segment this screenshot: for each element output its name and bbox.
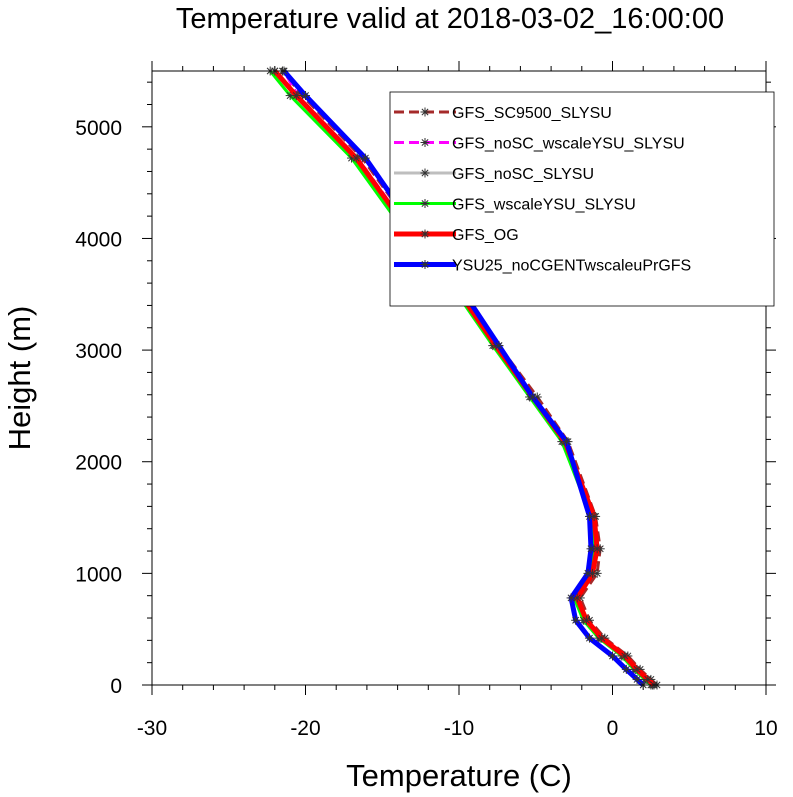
- x-tick-label: -20: [290, 717, 320, 740]
- y-tick-label: 2000: [75, 452, 122, 475]
- x-tick-label: 10: [754, 717, 777, 740]
- chart-title: Temperature valid at 2018-03-02_16:00:00: [176, 3, 724, 35]
- y-axis-label: Height (m): [2, 306, 37, 451]
- x-tick-label: 0: [607, 717, 619, 740]
- y-tick-label: 3000: [75, 340, 122, 363]
- y-tick-label: 5000: [75, 117, 122, 140]
- legend: GFS_SC9500_SLYSU GFS_noSC_wscaleYSU_SLYSU…: [390, 92, 774, 306]
- legend-label-1: GFS_SC9500_SLYSU: [452, 105, 612, 122]
- x-tick-label: -10: [444, 717, 474, 740]
- legend-label-5: GFS_OG: [452, 227, 519, 244]
- legend-label-2: GFS_noSC_wscaleYSU_SLYSU: [452, 136, 685, 153]
- legend-label-6: YSU25_noCGENTwscaleuPrGFS: [452, 258, 691, 275]
- x-tick-label: -30: [137, 717, 167, 740]
- y-tick-label: 4000: [75, 228, 122, 251]
- legend-label-4: GFS_wscaleYSU_SLYSU: [452, 197, 636, 214]
- x-axis-label: Temperature (C): [346, 758, 572, 793]
- y-tick-label: 0: [110, 675, 122, 698]
- legend-label-3: GFS_noSC_SLYSU: [452, 166, 594, 183]
- y-tick-label: 1000: [75, 563, 122, 586]
